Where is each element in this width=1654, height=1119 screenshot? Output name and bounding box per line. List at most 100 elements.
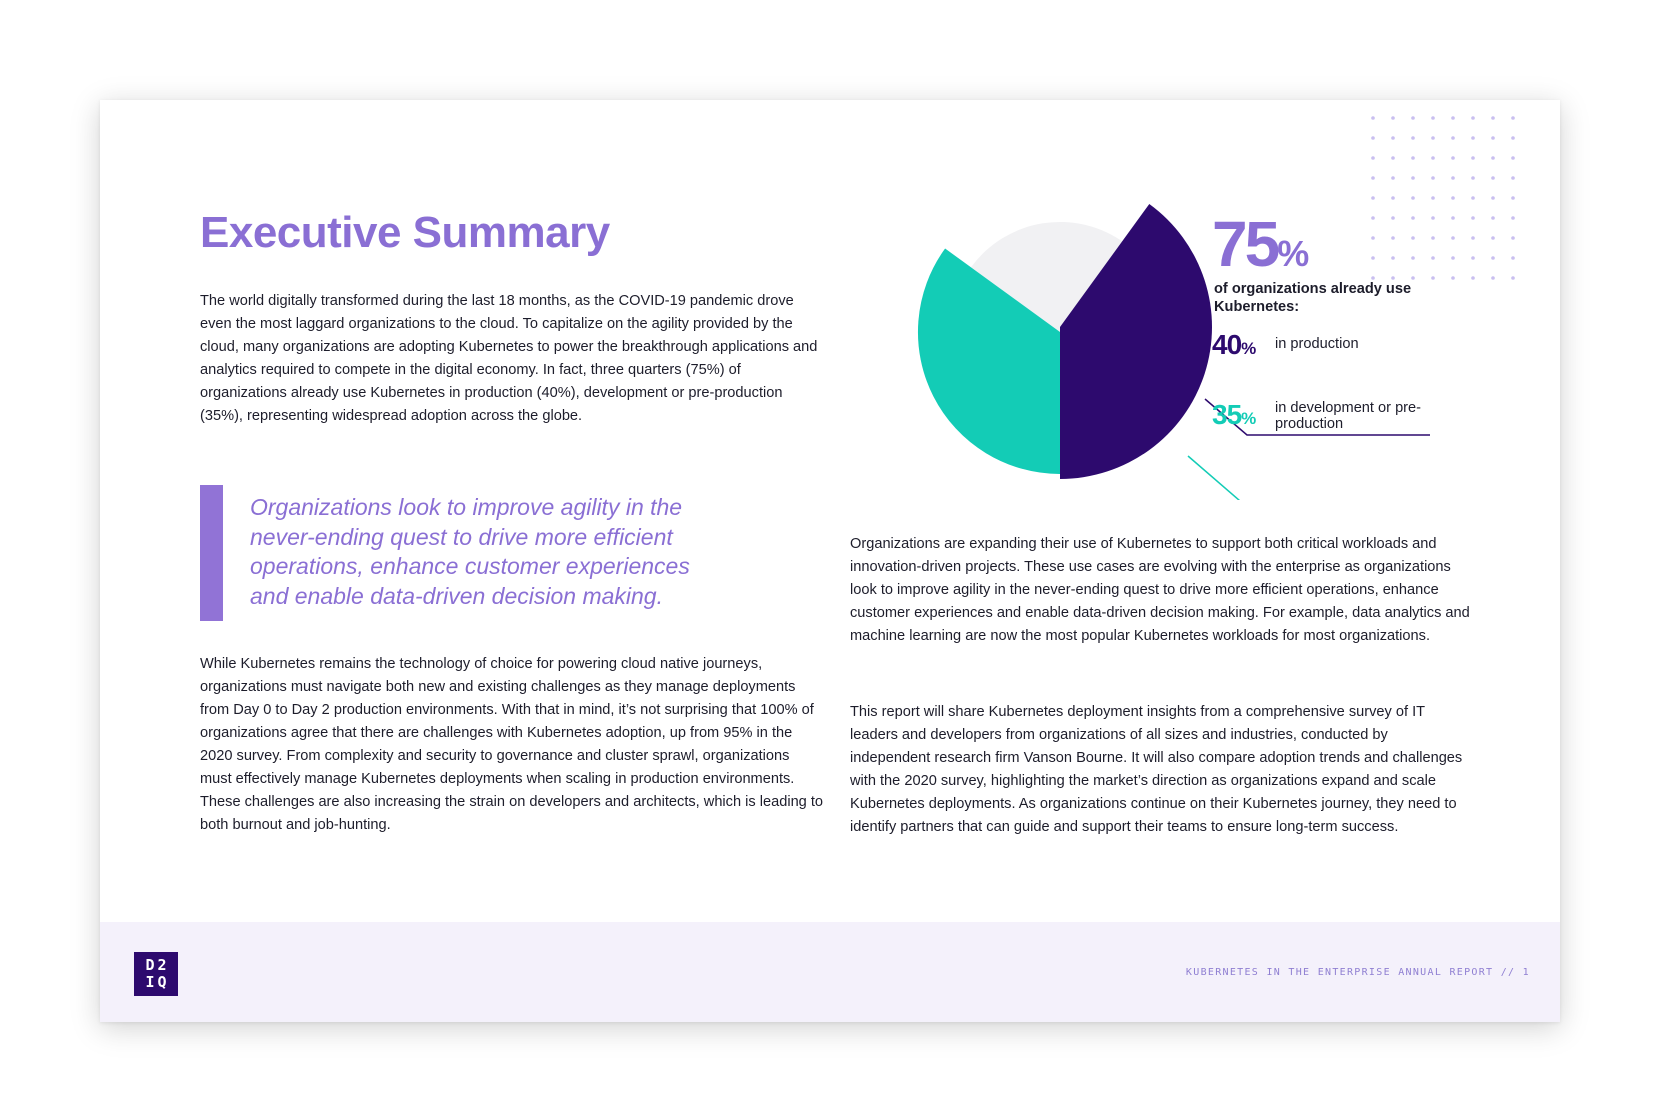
decorative-dot [1511, 276, 1515, 280]
decorative-dot [1391, 256, 1395, 260]
decorative-dot [1391, 276, 1395, 280]
decorative-dot [1431, 176, 1435, 180]
decorative-dot [1491, 276, 1495, 280]
decorative-dot [1451, 216, 1455, 220]
decorative-dot [1371, 216, 1375, 220]
decorative-dot [1511, 236, 1515, 240]
decorative-dot [1371, 196, 1375, 200]
decorative-dot [1431, 156, 1435, 160]
decorative-dot [1471, 196, 1475, 200]
total-adoption-label: of organizations already use Kubernetes: [1214, 281, 1412, 315]
decorative-dot-grid [1371, 116, 1515, 280]
decorative-dot [1371, 116, 1375, 120]
decorative-dot [1371, 156, 1375, 160]
decorative-dot [1451, 156, 1455, 160]
pull-quote: Organizations look to improve agility in… [250, 494, 690, 609]
development-stat-value: 35 [1212, 399, 1242, 430]
decorative-dot [1391, 136, 1395, 140]
decorative-dot [1411, 156, 1415, 160]
decorative-dot [1491, 116, 1495, 120]
pie-slice-remainder [971, 221, 1125, 332]
decorative-dot [1411, 216, 1415, 220]
adoption-pie-chart [917, 204, 1430, 500]
decorative-dot [1511, 216, 1515, 220]
decorative-dot [1431, 116, 1435, 120]
decorative-dot [1451, 276, 1455, 280]
decorative-dot [1491, 196, 1495, 200]
decorative-dot [1411, 176, 1415, 180]
decorative-dot [1431, 196, 1435, 200]
challenges-paragraph: While Kubernetes remains the technology … [200, 656, 824, 833]
production-stat-unit: % [1241, 339, 1257, 358]
report-overview-paragraph: This report will share Kubernetes deploy… [850, 704, 1463, 835]
decorative-dot [1471, 276, 1475, 280]
production-stat-label: in production [1275, 336, 1359, 352]
decorative-dot [1371, 136, 1375, 140]
decorative-dot [1431, 256, 1435, 260]
decorative-dot [1471, 256, 1475, 260]
decorative-dot [1491, 236, 1495, 240]
decorative-dot [1411, 276, 1415, 280]
decorative-dot [1371, 176, 1375, 180]
decorative-dot [1471, 216, 1475, 220]
development-leader-line [1187, 455, 1241, 500]
development-stat-unit: % [1241, 409, 1257, 428]
decorative-dot [1511, 196, 1515, 200]
decorative-dot [1471, 136, 1475, 140]
decorative-dot [1451, 116, 1455, 120]
production-stat: 40% in production [1212, 328, 1359, 366]
decorative-dot [1491, 256, 1495, 260]
decorative-dot [1391, 216, 1395, 220]
decorative-dot [1451, 176, 1455, 180]
decorative-dot [1391, 116, 1395, 120]
decorative-dot [1411, 116, 1415, 120]
development-stat-label: in development or pre-production [1275, 400, 1422, 432]
page-title: Executive Summary [200, 208, 610, 257]
decorative-dot [1511, 176, 1515, 180]
production-stat-number: 40% [1212, 329, 1256, 360]
decorative-dot [1371, 236, 1375, 240]
decorative-dot [1411, 136, 1415, 140]
production-stat-value: 40 [1212, 329, 1242, 360]
d2iq-logo: D2 IQ [134, 952, 178, 996]
pie-slice-development [917, 248, 1060, 475]
decorative-dot [1451, 236, 1455, 240]
development-stat: 35% in development or pre-production [1212, 398, 1421, 436]
decorative-dot [1431, 216, 1435, 220]
quote-accent-bar [200, 485, 223, 621]
logo-text-line1: D2 [145, 956, 170, 974]
decorative-dot [1391, 156, 1395, 160]
use-cases-paragraph: Organizations are expanding their use of… [850, 536, 1470, 644]
decorative-dot [1431, 136, 1435, 140]
decorative-dot [1451, 196, 1455, 200]
page-footer: D2 IQ KUBERNETES IN THE ENTERPRISE ANNUA… [100, 922, 1560, 1022]
total-adoption-unit: % [1277, 233, 1310, 274]
report-page: Executive Summary The world digitally tr… [100, 100, 1560, 1022]
decorative-dot [1411, 236, 1415, 240]
decorative-dot [1391, 196, 1395, 200]
decorative-dot [1491, 216, 1495, 220]
decorative-dot [1411, 256, 1415, 260]
decorative-dot [1511, 256, 1515, 260]
decorative-dot [1391, 236, 1395, 240]
logo-text-line2: IQ [145, 973, 170, 991]
decorative-dot [1431, 276, 1435, 280]
decorative-dot [1511, 136, 1515, 140]
decorative-dot [1511, 156, 1515, 160]
decorative-dot [1491, 176, 1495, 180]
production-leader-line [1204, 398, 1430, 436]
decorative-dot [1451, 256, 1455, 260]
decorative-dot [1451, 136, 1455, 140]
decorative-dot [1471, 236, 1475, 240]
total-adoption-value: 75 [1212, 208, 1280, 280]
intro-paragraph: The world digitally transformed during t… [200, 293, 818, 424]
report-footer-label: KUBERNETES IN THE ENTERPRISE ANNUAL REPO… [1185, 967, 1530, 978]
development-stat-number: 35% [1212, 399, 1256, 430]
decorative-dot [1511, 116, 1515, 120]
pie-slice-production [1060, 204, 1212, 479]
decorative-dot [1411, 196, 1415, 200]
decorative-dot [1431, 236, 1435, 240]
decorative-dot [1491, 136, 1495, 140]
decorative-dot [1471, 176, 1475, 180]
decorative-dot [1471, 156, 1475, 160]
